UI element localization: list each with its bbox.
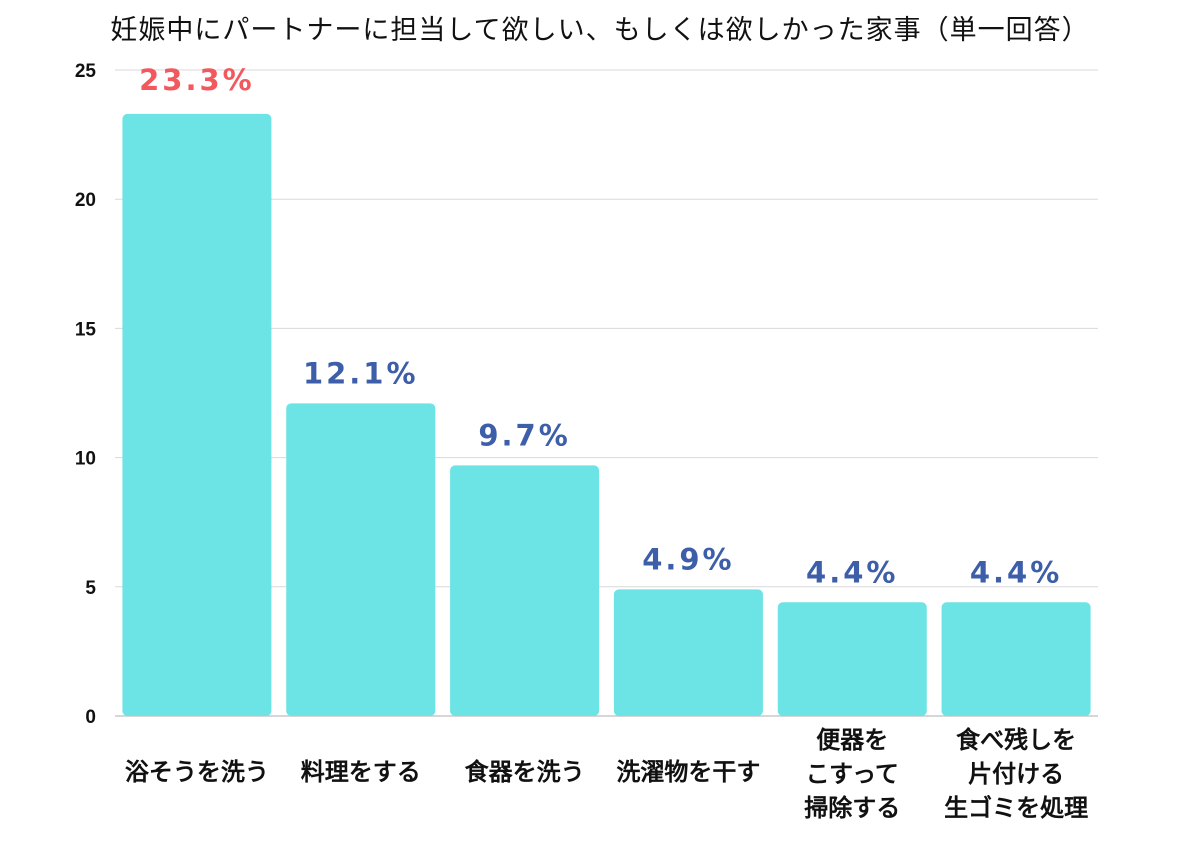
category-label-line: 掃除する [804, 794, 900, 822]
category-label: 浴そうを洗う [125, 758, 269, 786]
y-tick-label: 25 [75, 61, 97, 82]
category-label-line: 生ゴミを処理 [944, 794, 1088, 822]
chart-title: 妊娠中にパートナーに担当して欲しい、もしくは欲しかった家事（単一回答） [110, 15, 1090, 46]
category-label-line: 食べ残しを [956, 726, 1076, 754]
bar [777, 602, 927, 716]
category-label-line: 食器を洗う [465, 758, 585, 786]
bar [450, 465, 600, 716]
y-axis: 0 5 10 15 20 25 [75, 61, 1098, 728]
bar [941, 602, 1091, 716]
category-label-line: 料理をする [301, 758, 421, 786]
data-label: 9.7% [478, 418, 570, 452]
y-tick-label: 20 [75, 190, 96, 211]
category-label: 料理をする [301, 758, 421, 786]
category-label-line: 浴そうを洗う [125, 758, 269, 786]
data-label: 4.4% [806, 555, 898, 589]
bar [122, 113, 272, 717]
category-label-line: 片付ける [968, 760, 1064, 788]
bar [286, 403, 436, 716]
category-label-line: こすって [806, 760, 899, 788]
data-labels: 23.3% 12.1% 9.7% 4.9% 4.4% 4.4% [139, 63, 1062, 589]
y-tick-label: 0 [85, 707, 96, 728]
x-axis: 浴そうを洗う 料理をする 食器を洗う 洗濯物を干す便器をこすって掃除する食べ残しを片付… [125, 726, 1088, 822]
data-label: 23.3% [139, 63, 255, 97]
category-label: 食べ残しを片付ける生ゴミを処理 [944, 726, 1088, 822]
bar [613, 589, 763, 716]
y-tick-label: 10 [75, 449, 96, 470]
category-label: 食器を洗う [465, 758, 585, 786]
category-label: 洗濯物を干す [616, 758, 760, 786]
gridlines [115, 69, 1098, 588]
bars [122, 113, 1091, 717]
data-label: 4.9% [642, 542, 734, 576]
y-tick-label: 5 [85, 578, 96, 599]
category-label-line: 便器を [816, 726, 888, 754]
data-label: 4.4% [970, 555, 1062, 589]
category-label-line: 洗濯物を干す [616, 758, 760, 786]
data-label: 12.1% [303, 356, 419, 390]
category-label: 便器をこすって掃除する [804, 726, 900, 822]
y-tick-label: 15 [75, 319, 97, 340]
